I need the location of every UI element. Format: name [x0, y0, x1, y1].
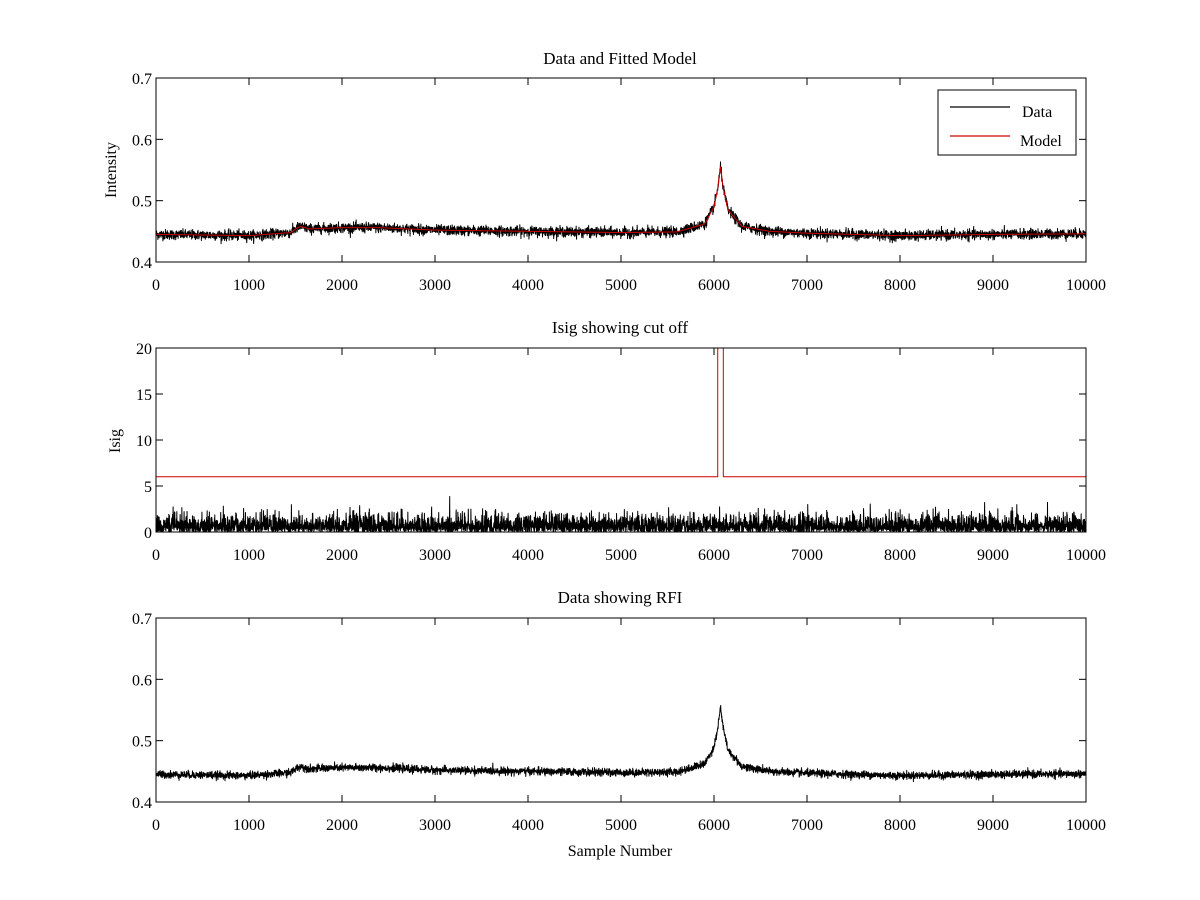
x-tick-label: 3000: [419, 547, 451, 564]
plot-area: [155, 704, 1087, 783]
panel-title: Data and Fitted Model: [543, 49, 697, 68]
y-tick-label: 0.7: [132, 611, 152, 628]
x-tick-label: 1000: [233, 547, 265, 564]
y-tick-label: 0.6: [132, 672, 152, 689]
series-line-model: [155, 166, 1087, 237]
y-tick-label: 0.7: [132, 71, 152, 88]
x-tick-label: 6000: [698, 547, 730, 564]
x-tick-label: 4000: [512, 277, 544, 294]
x-tick-label: 8000: [884, 547, 916, 564]
y-axis-label: Isig: [107, 429, 124, 453]
axes-frame: [155, 347, 1087, 533]
x-tick-label: 10000: [1066, 277, 1106, 294]
panel-title: Data showing RFI: [558, 588, 683, 607]
y-tick-label: 0.4: [132, 795, 152, 812]
x-tick-label: 10000: [1066, 547, 1106, 564]
x-tick-label: 3000: [419, 277, 451, 294]
x-tick-label: 4000: [512, 817, 544, 834]
legend-label-model: Model: [1020, 133, 1062, 150]
x-tick-label: 8000: [884, 277, 916, 294]
y-tick-label: 0: [144, 525, 152, 542]
legend-box: [937, 89, 1077, 156]
axis-ticks: 0 1000 2000 3000 4000 5000 6000 7000 8000 9000 100…: [136, 341, 1106, 564]
x-tick-label: 8000: [884, 817, 916, 834]
y-axis-label: Intensity: [103, 142, 120, 198]
x-tick-label: 9000: [977, 547, 1009, 564]
axes-frame: [155, 77, 1087, 263]
x-tick-label: 9000: [977, 277, 1009, 294]
x-tick-label: 5000: [605, 817, 637, 834]
axis-ticks: 0 1000 2000 3000 4000 5000 6000 7000 8000 9000 100…: [132, 71, 1106, 294]
y-tick-label: 0.6: [132, 132, 152, 149]
x-tick-label: 3000: [419, 817, 451, 834]
x-tick-label: 0: [152, 817, 160, 834]
y-tick-label: 20: [136, 341, 152, 358]
x-tick-label: 0: [152, 277, 160, 294]
x-tick-label: 2000: [326, 547, 358, 564]
x-tick-label: 6000: [698, 817, 730, 834]
x-tick-label: 2000: [326, 817, 358, 834]
x-tick-label: 7000: [791, 277, 823, 294]
legend-label-data: Data: [1022, 104, 1052, 121]
y-tick-label: 5: [144, 479, 152, 496]
x-tick-label: 9000: [977, 817, 1009, 834]
x-tick-label: 1000: [233, 277, 265, 294]
isig-panel: Isig showing cut off Isig 0 1000 2000 3000 4…: [107, 318, 1106, 564]
legend: Data Model: [937, 89, 1077, 156]
x-tick-label: 7000: [791, 547, 823, 564]
plot-area: [155, 161, 1087, 245]
x-tick-label: 6000: [698, 277, 730, 294]
series-line-0: [155, 496, 1087, 533]
panel-title: Isig showing cut off: [552, 318, 688, 337]
y-tick-label: 10: [136, 433, 152, 450]
x-tick-label: 5000: [605, 277, 637, 294]
x-tick-label: 1000: [233, 817, 265, 834]
x-axis-label: Sample Number: [568, 843, 673, 860]
y-tick-label: 0.4: [132, 255, 152, 272]
intensity-panel: Data and Fitted Model Intensity 0 1000 200…: [103, 49, 1106, 294]
y-tick-label: 0.5: [132, 194, 152, 211]
x-tick-label: 10000: [1066, 817, 1106, 834]
x-tick-label: 2000: [326, 277, 358, 294]
axes-frame: [155, 617, 1087, 803]
x-tick-label: 4000: [512, 547, 544, 564]
y-tick-label: 0.5: [132, 734, 152, 751]
series-line-0: [155, 704, 1087, 783]
x-tick-label: 7000: [791, 817, 823, 834]
y-tick-label: 15: [136, 387, 152, 404]
x-tick-label: 0: [152, 547, 160, 564]
x-tick-label: 5000: [605, 547, 637, 564]
rfi-panel: Data showing RFI Sample Number 0 1000 2000…: [132, 588, 1106, 860]
